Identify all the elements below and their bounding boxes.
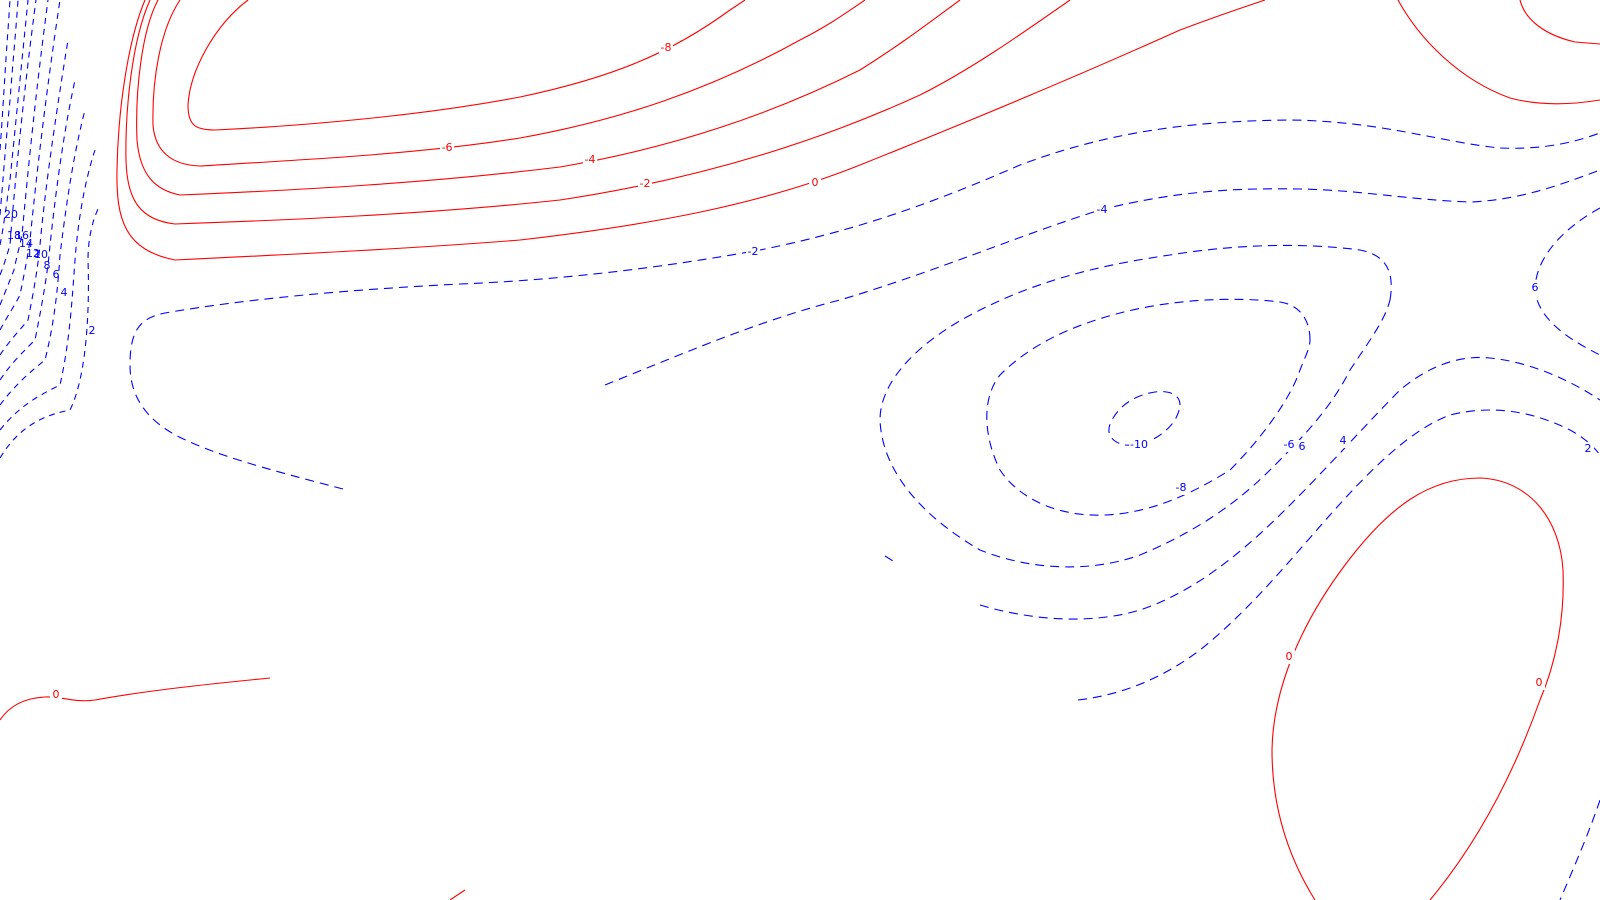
label-blue-left-5: 10 — [34, 248, 48, 261]
blue-contour-left-16 — [0, 0, 37, 276]
label-red-minus4: -4 — [585, 153, 596, 166]
label-blue-center-2: -6 — [1284, 438, 1295, 451]
label-red-zero-ellipse-left: 0 — [1286, 650, 1293, 663]
label-blue-center-8: 6 — [1299, 440, 1306, 453]
label-red-minus8: -8 — [661, 41, 672, 54]
blue-contour-group-left — [0, 0, 101, 459]
blue-contour-small-fragment — [884, 555, 894, 562]
red-contour-zero-top — [116, 0, 1266, 261]
red-contour-topright-a — [1397, 0, 1600, 105]
blue-contour-left-22 — [0, 0, 11, 151]
blue-contour-left-14 — [0, 0, 49, 306]
label-blue-center-5: 6 — [1532, 281, 1539, 294]
blue-contour-center-outer — [979, 356, 1600, 620]
label-blue-left-7: 6 — [53, 268, 60, 281]
label-blue-left-6: 8 — [44, 259, 51, 272]
blue-contour-left-10 — [0, 39, 69, 356]
label-red-minus6: -6 — [442, 141, 453, 154]
blue-contour-left-2 — [0, 204, 101, 459]
blue-contour-2-upper — [129, 119, 1600, 490]
blue-contour-left-18 — [0, 0, 29, 246]
label-blue-center-7: 2 — [1585, 442, 1592, 455]
label-blue-left-0: 20 — [4, 208, 18, 221]
red-contour-bottom-fragment — [449, 889, 466, 900]
label-blue-left-2: 16 — [15, 229, 29, 242]
label-blue-center-0: -2 — [748, 245, 759, 258]
blue-contour-bottom-right — [1559, 799, 1600, 900]
blue-contour-4-upper — [604, 169, 1600, 386]
label-red-zero-ellipse-right: 0 — [1536, 676, 1543, 689]
red-contour-zero-bottomleft — [0, 677, 271, 721]
red-contour-group-topright — [1397, 0, 1600, 105]
blue-contour-group-center — [129, 119, 1600, 900]
label-blue-center-3: -8 — [1176, 481, 1187, 494]
label-blue-left-3: 14 — [19, 237, 33, 250]
red-contour-group-top — [116, 0, 1266, 261]
label-red-zero-bottomleft: 0 — [53, 688, 60, 701]
label-blue-center-4: -10 — [1130, 438, 1148, 451]
blue-contour-left-12 — [0, 0, 61, 331]
label-blue-left-1: 18 — [7, 229, 21, 242]
label-red-minus2: -2 — [640, 177, 651, 190]
red-contour-minus2 — [125, 0, 1071, 225]
label-blue-left-8: 4 — [61, 286, 68, 299]
red-contour-minus4 — [136, 0, 961, 196]
blue-contour-left-4 — [0, 149, 96, 431]
blue-contour-left-20 — [0, 0, 19, 216]
label-blue-left-4: 12 — [26, 247, 40, 260]
red-contour-topright-b — [1519, 0, 1600, 45]
contour-labels-blue-left: 20 18 16 14 12 10 8 6 4 2 — [4, 208, 96, 337]
blue-contour-center-inner1 — [879, 244, 1392, 568]
label-blue-center-6: 4 — [1340, 434, 1347, 447]
blue-contour-center-inner2 — [986, 298, 1311, 516]
red-contour-zero-ellipse — [1271, 477, 1564, 900]
blue-contour-center-mid — [1077, 409, 1600, 701]
contour-labels-blue: -2 -4 -6 -8 -10 6 4 2 6 — [746, 203, 1594, 495]
label-blue-left-9: 2 — [89, 324, 96, 337]
red-contour-minus6 — [152, 0, 866, 167]
red-contour-minus8 — [187, 0, 746, 131]
contour-labels-red: -8 -6 -4 -2 0 0 0 0 — [50, 41, 1545, 702]
label-red-zero-top: 0 — [812, 176, 819, 189]
blue-contour-left-8 — [0, 79, 76, 381]
label-blue-center-1: -4 — [1097, 203, 1108, 216]
